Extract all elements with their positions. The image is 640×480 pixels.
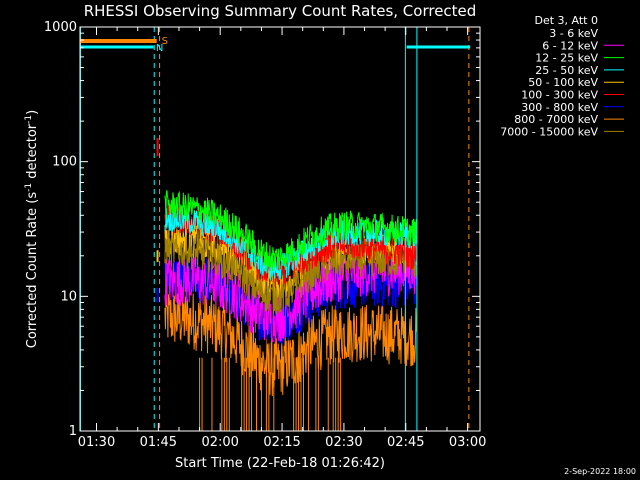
x-tick-label: 02:45 [387, 435, 424, 450]
y-axis-label-sup: -1 [24, 183, 34, 192]
series-line [164, 190, 417, 272]
x-tick-label: 02:30 [325, 435, 362, 450]
series-line [164, 234, 417, 315]
y-axis-label-part: Corrected Count Rate (s [25, 192, 40, 349]
y-axis-label-part: detector [25, 123, 40, 183]
legend-entry: 100 - 300 keV [521, 89, 598, 102]
chart-title: RHESSI Observing Summary Count Rates, Co… [84, 2, 477, 20]
x-tick-label: 02:00 [201, 435, 238, 450]
flag-label-n: N [156, 43, 163, 54]
legend-header: Det 3, Att 0 [535, 14, 599, 27]
plot-data [156, 137, 417, 431]
series-line [164, 254, 417, 345]
y-axis-label-part: ) [25, 110, 40, 115]
legend-entry: 12 - 25 keV [535, 52, 598, 65]
y-tick-label: 100 [52, 155, 77, 170]
flag-label-s: S [162, 36, 168, 47]
legend-entry: 3 - 6 keV [549, 27, 598, 40]
y-tick-label: 1 [69, 424, 77, 439]
y-axis-label-sup: -1 [24, 115, 34, 124]
x-tick-label: 02:15 [263, 435, 300, 450]
x-tick-label: 01:45 [140, 435, 177, 450]
plot-frame [79, 26, 481, 432]
legend-entry: 7000 - 15000 keV [500, 125, 598, 138]
x-tick-label: 01:30 [78, 435, 115, 450]
legend-entry: 6 - 12 keV [542, 39, 598, 52]
legend-entry: 300 - 800 keV [521, 101, 598, 114]
series-line [164, 244, 417, 345]
legend-entry: 50 - 100 keV [528, 76, 598, 89]
x-tick-label: 03:00 [449, 435, 486, 450]
y-tick-label: 10 [60, 289, 77, 304]
legend-entry: 800 - 7000 keV [514, 113, 598, 126]
y-axis-label: Corrected Count Rate (s-1 detector-1) [24, 110, 40, 348]
timestamp: 2-Sep-2022 18:00 [564, 467, 636, 476]
y-tick-label: 1000 [44, 20, 77, 35]
series-line [164, 287, 417, 397]
axes: 01:30 01:45 02:00 02:15 02:30 02:45 03:00 1 10 10… [44, 20, 486, 450]
x-axis-label: Start Time (22-Feb-18 01:26:42) [175, 456, 385, 471]
legend-entry: 25 - 50 keV [535, 64, 598, 77]
